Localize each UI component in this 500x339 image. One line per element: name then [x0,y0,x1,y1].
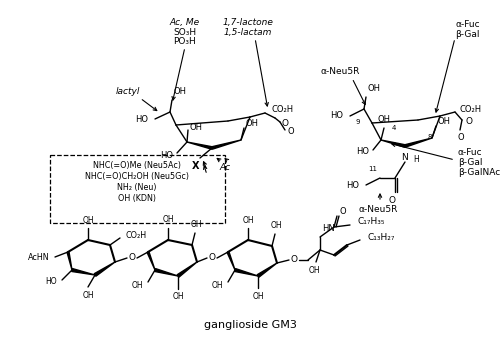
Text: CO₂H: CO₂H [272,104,294,114]
Text: OH: OH [190,220,202,229]
Text: O: O [340,207,346,217]
Text: CO₂H: CO₂H [126,232,147,240]
Text: OH: OH [82,291,94,300]
Text: NHC(=O)CH₂OH (Neu5Gc): NHC(=O)CH₂OH (Neu5Gc) [85,172,189,181]
Text: OH: OH [378,115,390,124]
Text: lactyl: lactyl [116,87,140,97]
Text: α-Neu5R: α-Neu5R [320,67,360,77]
Text: OH: OH [172,292,184,301]
Polygon shape [154,268,178,276]
Text: SO₃H: SO₃H [174,28,197,37]
Text: C₁₇H₃₅: C₁₇H₃₅ [358,218,386,226]
Text: 1,5-lactam: 1,5-lactam [224,28,272,37]
Text: X: X [192,161,200,171]
Text: NHC(=O)Me (Neu5Ac): NHC(=O)Me (Neu5Ac) [93,161,181,170]
Text: OH: OH [242,216,254,225]
Text: O: O [282,119,289,127]
Text: H: H [413,155,419,164]
Text: HO: HO [135,116,148,124]
Text: OH: OH [438,118,451,126]
Text: 11: 11 [368,166,378,172]
Text: HO: HO [330,112,343,120]
Polygon shape [177,262,197,277]
Polygon shape [404,138,432,147]
Text: OH: OH [173,87,186,96]
Text: OH: OH [367,84,380,93]
Text: α-Fuc: α-Fuc [458,148,482,157]
Polygon shape [187,142,212,149]
Polygon shape [257,263,277,277]
Text: C₁₃H₂₇: C₁₃H₂₇ [368,234,396,242]
Text: OH: OH [190,122,203,132]
Text: 4: 4 [392,125,396,131]
Text: O: O [287,127,294,137]
Text: HN: HN [322,224,335,233]
Text: PO₃H: PO₃H [174,37,197,46]
Text: 1,7-lactone: 1,7-lactone [222,18,274,27]
Text: CO₂H: CO₂H [460,104,482,114]
Polygon shape [234,268,258,276]
Text: NH₂ (Neu): NH₂ (Neu) [117,183,157,192]
Text: OH: OH [132,280,143,290]
Text: OH (KDN): OH (KDN) [118,194,156,203]
Text: O: O [465,118,472,126]
Polygon shape [227,252,235,270]
Text: HO: HO [160,152,173,160]
Text: OH: OH [82,216,94,225]
Text: Ac: Ac [220,163,230,172]
Text: O: O [388,196,396,205]
Polygon shape [67,252,72,270]
Text: O: O [290,256,298,264]
Polygon shape [147,252,155,270]
Text: O: O [208,254,216,262]
Text: 8: 8 [428,134,432,140]
Text: ganglioside GM3: ganglioside GM3 [204,320,296,330]
Text: β-GalNAc: β-GalNAc [458,168,500,177]
Text: HO: HO [346,181,359,191]
Text: N: N [402,153,408,162]
Text: O: O [128,254,136,262]
Polygon shape [212,140,241,149]
Text: 9: 9 [356,119,360,125]
Text: OH: OH [246,120,259,128]
Polygon shape [94,262,115,276]
Polygon shape [72,268,95,275]
Text: OH: OH [252,292,264,301]
Text: α-Neu5R: α-Neu5R [358,205,398,215]
Text: α-Fuc: α-Fuc [455,20,479,29]
Text: Ac, Me: Ac, Me [170,18,200,27]
Text: OH: OH [162,215,174,224]
Text: HO: HO [356,147,369,157]
Polygon shape [381,140,406,147]
Text: OH: OH [270,221,282,230]
Text: AcHN: AcHN [28,253,50,261]
Text: β-Gal: β-Gal [455,30,479,39]
Text: OH: OH [308,266,320,275]
Text: OH: OH [212,280,223,290]
Text: HO: HO [46,278,57,286]
Text: O: O [458,133,464,142]
Text: β-Gal: β-Gal [458,158,482,167]
